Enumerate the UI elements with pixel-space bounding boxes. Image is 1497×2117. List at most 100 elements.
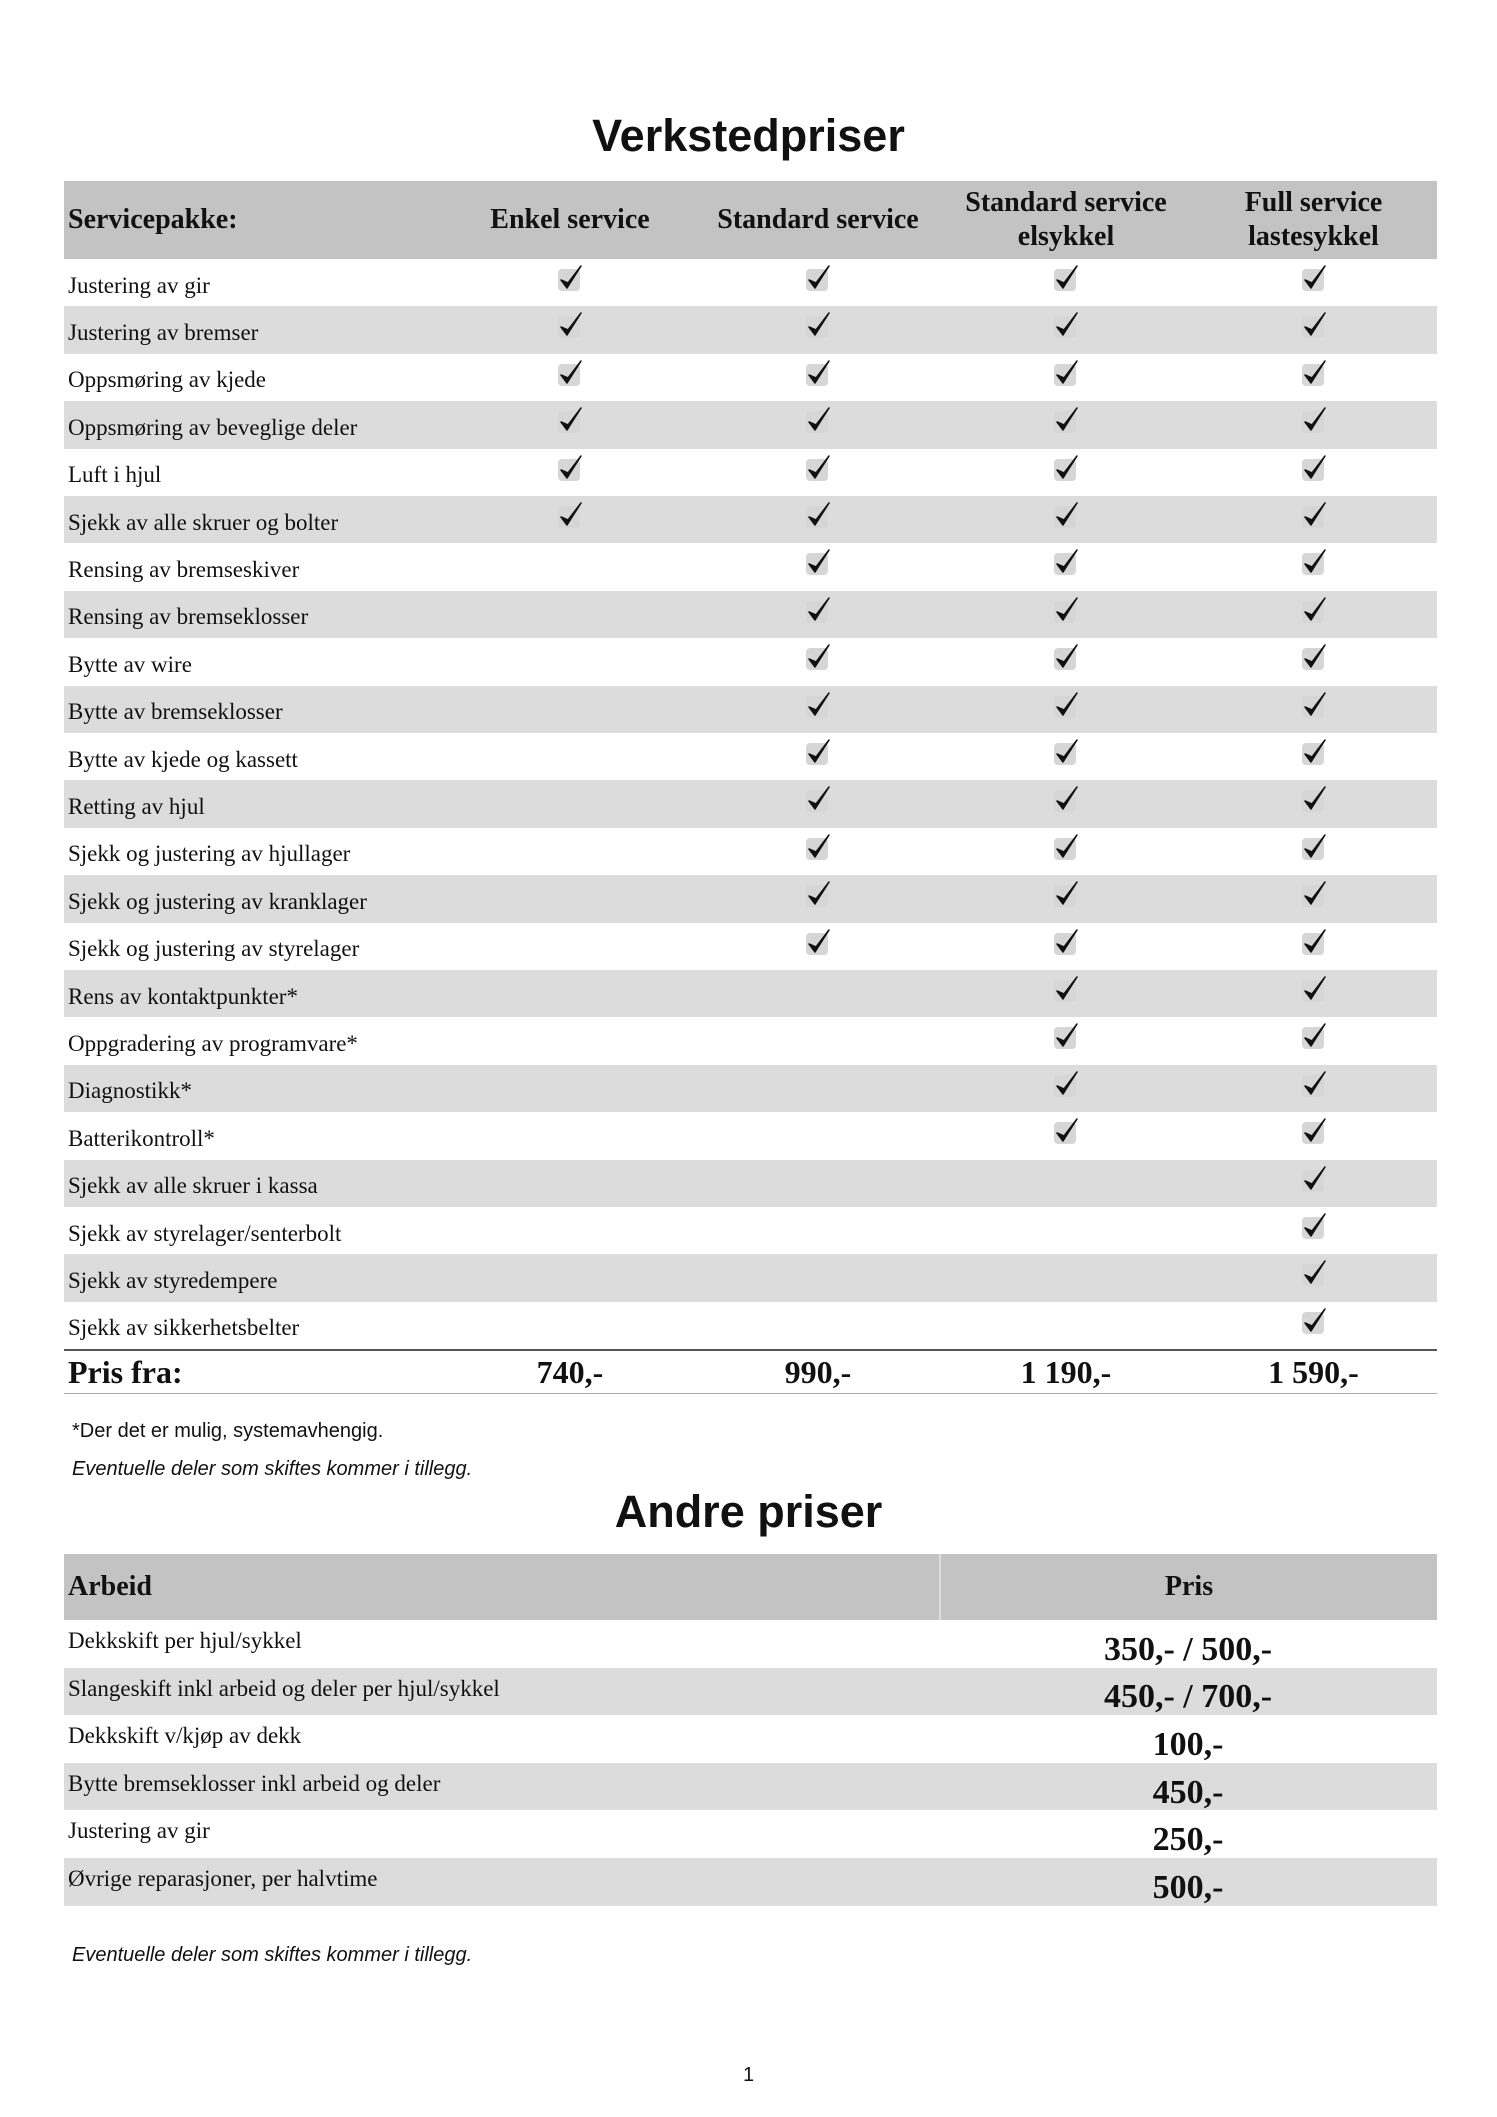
header-cell: Pris xyxy=(939,1554,1437,1620)
checkmark xyxy=(1299,501,1329,531)
checkmark xyxy=(803,596,833,626)
checkmark xyxy=(1299,1212,1329,1242)
checkmark xyxy=(803,264,833,294)
table-row: Rensing av bremseskiver xyxy=(64,543,1437,591)
row-label: Bytte av wire xyxy=(68,651,192,677)
header-cell: Standard service elsykkel xyxy=(965,187,1167,252)
checkmark xyxy=(1051,643,1081,673)
checkmark xyxy=(1051,975,1081,1005)
checkmark xyxy=(555,311,585,341)
row-label: Rens av kontaktpunkter* xyxy=(68,983,298,1009)
checkmark xyxy=(803,359,833,389)
table-row: Sjekk av sikkerhetsbelter xyxy=(64,1301,1437,1350)
table-row: Sjekk av styrelager/senterbolt xyxy=(64,1207,1437,1255)
price: 450,- / 700,- xyxy=(1103,1678,1273,1716)
row-label: Oppsmøring av kjede xyxy=(68,367,267,393)
row-label: Justering av bremser xyxy=(68,320,259,346)
table-row: Dekkskift per hjul/sykkel 350,- / 500,- xyxy=(64,1620,1437,1668)
checkmark xyxy=(1299,928,1329,958)
price-cell: Pris fra: xyxy=(68,1353,183,1390)
checkmark xyxy=(555,454,585,484)
checkmark xyxy=(1051,880,1081,910)
row-label: Batterikontroll* xyxy=(68,1125,215,1151)
checkmark xyxy=(1299,406,1329,436)
header-row: Servicepakke: Enkel service Standard servi… xyxy=(64,181,1437,259)
table-row: Slangeskift inkl arbeid og deler per hju… xyxy=(64,1667,1437,1716)
checkmark xyxy=(1299,264,1329,294)
checkmark xyxy=(1051,454,1081,484)
checkmark xyxy=(803,311,833,341)
checkmark xyxy=(803,738,833,768)
row-label: Luft i hjul xyxy=(68,462,162,488)
checkmark xyxy=(1299,359,1329,389)
checkmark xyxy=(1299,1259,1329,1289)
row-label: Sjekk av alle skruer i kassa xyxy=(68,1173,318,1199)
work-label: Bytte bremseklosser inkl arbeid og deler xyxy=(68,1770,441,1796)
page-number: 1 xyxy=(742,2064,755,2086)
table-row: Oppsmøring av beveglige deler xyxy=(64,401,1437,449)
table-row: Retting av hjul xyxy=(64,780,1437,828)
checkmark xyxy=(1051,1117,1081,1147)
price: 250,- xyxy=(1152,1821,1224,1859)
price-cell: 990,- xyxy=(784,1353,852,1390)
checkmark xyxy=(1051,501,1081,531)
checkmark xyxy=(555,406,585,436)
checkmark xyxy=(1299,785,1329,815)
table-row: Sjekk og justering av styrelager xyxy=(64,922,1437,970)
table-row: Sjekk av styredempere xyxy=(64,1254,1437,1302)
table-row: Oppgradering av programvare* xyxy=(64,1017,1437,1065)
table-row: Bytte av bremseklosser xyxy=(64,685,1437,733)
table-row: Bytte av kjede og kassett xyxy=(64,733,1437,781)
table-row: Sjekk av alle skruer i kassa xyxy=(64,1159,1437,1207)
table-row: Rens av kontaktpunkter* xyxy=(64,970,1437,1018)
checkmark xyxy=(1051,738,1081,768)
table-row: Sjekk og justering av hjullager xyxy=(64,827,1437,876)
checkmark xyxy=(1299,1117,1329,1147)
checkmark xyxy=(1299,454,1329,484)
row-label: Sjekk og justering av styrelager xyxy=(68,936,360,962)
checkmark xyxy=(1051,359,1081,389)
row-label: Sjekk og justering av kranklager xyxy=(68,888,367,914)
checkmark xyxy=(1051,548,1081,578)
table-row: Luft i hjul xyxy=(64,448,1437,496)
checkmark xyxy=(1299,738,1329,768)
checkmark xyxy=(1051,1070,1081,1100)
row-label: Sjekk av styrelager/senterbolt xyxy=(68,1220,342,1246)
price-cell: 1 590,- xyxy=(1268,1353,1359,1390)
checkmark xyxy=(1299,691,1329,721)
section-title: Andre priser xyxy=(614,1486,883,1537)
checkmark xyxy=(803,880,833,910)
checkmark xyxy=(555,264,585,294)
table-row: Justering av gir xyxy=(64,259,1437,307)
checkmark xyxy=(803,643,833,673)
checkmark xyxy=(1051,928,1081,958)
footnote: *Der det er mulig, systemavhengig. xyxy=(72,1420,384,1442)
table-row: Bytte bremseklosser inkl arbeid og deler… xyxy=(64,1762,1437,1811)
row-label: Oppgradering av programvare* xyxy=(68,1031,358,1057)
footnote: Eventuelle deler som skiftes kommer i ti… xyxy=(72,1458,473,1480)
checkmark xyxy=(803,454,833,484)
checkmark xyxy=(1051,406,1081,436)
checkmark xyxy=(1299,643,1329,673)
table-row: Bytte av wire xyxy=(64,638,1437,686)
checkmark xyxy=(803,406,833,436)
header-cell: Servicepakke: xyxy=(68,204,238,235)
checkmark xyxy=(1051,785,1081,815)
table-row: Rensing av bremseklosser xyxy=(64,590,1437,639)
checkmark xyxy=(803,785,833,815)
header-cell: Arbeid xyxy=(68,1571,152,1602)
checkmark xyxy=(1299,1022,1329,1052)
checkmark xyxy=(803,501,833,531)
row-label: Bytte av bremseklosser xyxy=(68,699,283,725)
row-label: Sjekk av styredempere xyxy=(68,1268,278,1294)
price: 350,- / 500,- xyxy=(1103,1630,1273,1668)
header-cell: Standard service xyxy=(717,204,919,235)
page-title: Verkstedpriser xyxy=(592,110,905,161)
work-label: Slangeskift inkl arbeid og deler per hju… xyxy=(68,1675,500,1701)
row-label: Diagnostikk* xyxy=(68,1078,192,1104)
work-label: Dekkskift per hjul/sykkel xyxy=(68,1628,302,1653)
checkmark xyxy=(1051,833,1081,863)
checkmark xyxy=(1299,833,1329,863)
header-cell: Full service lastesykkel xyxy=(1244,187,1383,252)
